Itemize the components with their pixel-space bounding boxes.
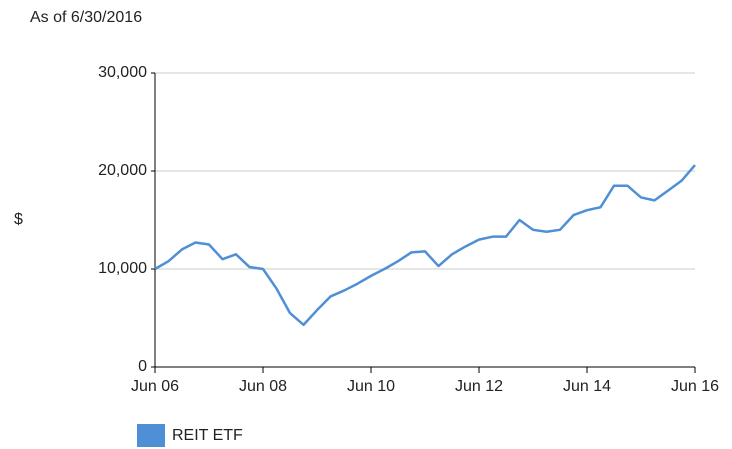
data-line — [154, 164, 696, 327]
legend-swatch — [137, 424, 165, 447]
y-tick-label: 30,000 — [98, 64, 147, 81]
x-tick-label: Jun 08 — [239, 378, 287, 395]
legend-label: REIT ETF — [172, 427, 243, 444]
y-tick-label: 10,000 — [98, 260, 147, 277]
x-tick-label: Jun 06 — [131, 378, 179, 395]
y-axis-label: $ — [14, 211, 23, 228]
x-tick-label: Jun 14 — [563, 378, 611, 395]
y-tick-label: 20,000 — [98, 162, 147, 179]
x-tick-label: Jun 12 — [455, 378, 503, 395]
x-tick-label: Jun 10 — [347, 378, 395, 395]
y-tick-label: 0 — [138, 358, 147, 375]
x-tick-label: Jun 16 — [671, 378, 719, 395]
chart-subtitle: As of 6/30/2016 — [30, 9, 142, 26]
